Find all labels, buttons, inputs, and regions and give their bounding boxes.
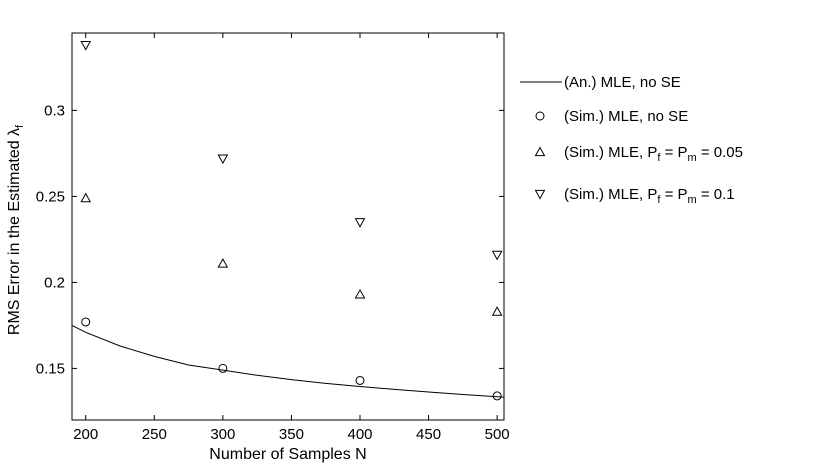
y-tick-label: 0.3 [44, 102, 65, 119]
series-line-analytic [71, 324, 505, 398]
data-marks [71, 40, 505, 401]
legend-entry-label: (An.) MLE, no SE [564, 74, 681, 91]
data-point-triangle-down [217, 154, 229, 165]
legend-swatch-triangle-down [534, 189, 546, 200]
x-tick-label: 300 [210, 426, 235, 443]
y-tick-label: 0.25 [36, 188, 65, 205]
plot-border [71, 32, 505, 421]
x-tick-label: 400 [347, 426, 372, 443]
legend-swatch-triangle-up [534, 146, 546, 157]
data-point-triangle-down [80, 40, 92, 51]
data-point-circle [492, 391, 502, 401]
y-tick-label: 0.15 [36, 360, 65, 377]
data-point-triangle-up [80, 192, 92, 203]
x-axis-label: Number of Samples N [209, 446, 366, 463]
y-tick-label: 0.2 [44, 274, 65, 291]
plot-area [71, 32, 505, 421]
legend-swatch-circle [535, 111, 545, 121]
x-tick-label: 500 [485, 426, 510, 443]
data-point-triangle-up [217, 257, 229, 268]
data-point-circle [81, 317, 91, 327]
x-tick-label: 350 [279, 426, 304, 443]
data-point-triangle-up [491, 306, 503, 316]
data-point-triangle-down [491, 250, 503, 261]
x-tick-label: 200 [73, 426, 98, 443]
y-axis-label-main: RMS Error in the Estimated λ [6, 128, 23, 335]
axis-ticks: 200 250 300 350 400 450 500 0.15 0.2 0.25 0.3 [36, 33, 510, 443]
y-axis-label: RMS Error in the Estimated λf [6, 124, 26, 335]
legend: (An.) MLE, no SE (Sim.) MLE, no SE (Sim.) … [520, 74, 743, 206]
legend-entry-label: (Sim.) MLE, Pf = Pm = 0.1 [564, 186, 735, 206]
data-point-circle [218, 363, 228, 373]
legend-entry-label: (Sim.) MLE, Pf = Pm = 0.05 [564, 144, 743, 164]
y-axis-label-subscript: f [14, 124, 26, 128]
x-tick-label: 450 [416, 426, 441, 443]
data-point-circle [355, 375, 365, 385]
x-tick-label: 250 [142, 426, 167, 443]
data-point-triangle-up [354, 288, 366, 299]
data-point-triangle-down [354, 218, 366, 228]
legend-entry-label: (Sim.) MLE, no SE [564, 108, 688, 125]
